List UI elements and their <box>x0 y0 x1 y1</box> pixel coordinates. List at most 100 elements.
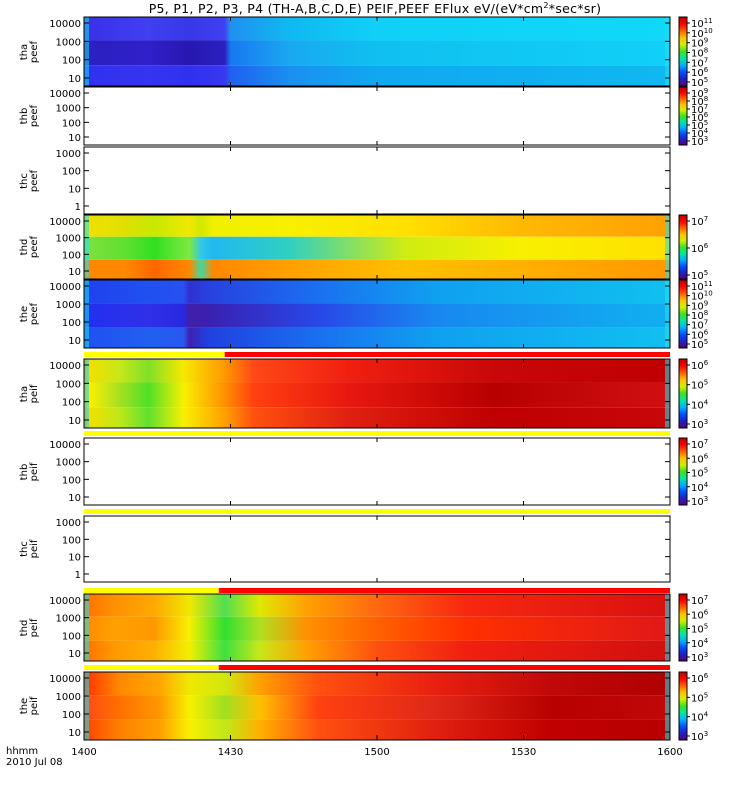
y-axis-title: the peif <box>19 686 40 726</box>
heatmap-band-high <box>84 215 670 237</box>
flag-segment-yellow <box>84 509 670 514</box>
heatmap-band-mid <box>84 40 670 66</box>
x-tick-label: 1530 <box>511 747 536 758</box>
heatmap-edge <box>84 280 89 348</box>
flag-bar <box>84 665 670 670</box>
y-tick-label: 1000 <box>56 458 81 469</box>
flag-segment-red <box>224 352 670 357</box>
colorbar-label: 107 <box>691 438 708 451</box>
y-tick-label: 100 <box>62 250 81 261</box>
colorbar-tha_peif: 103 104 105 106 <box>678 358 709 431</box>
product-label: peif <box>29 384 40 403</box>
time-unit-label: hhmm <box>6 746 39 757</box>
flag-segment-yellow <box>84 352 225 357</box>
panel-tha_peif: 10 100 1000 10000 103 104 105 106 <box>49 358 709 431</box>
heatmap-band-low <box>84 327 670 348</box>
colorbar-label: 105 <box>691 623 708 636</box>
y-tick-label: 1000 <box>56 518 81 529</box>
panel-frame <box>83 515 671 583</box>
colorbar-label: 106 <box>691 608 709 621</box>
product-label: peef <box>29 302 40 326</box>
panel-thc_peif: 1 10 100 1000 <box>56 515 671 583</box>
heatmap-band-high <box>84 359 670 383</box>
heatmap-band-high <box>84 17 670 41</box>
flag-segment-red <box>218 588 670 593</box>
y-tick-label: 10000 <box>49 674 81 685</box>
y-tick-label: 10 <box>68 267 81 278</box>
y-tick-label: 100 <box>62 535 81 546</box>
heatmap-band-low <box>84 719 670 740</box>
y-axis-title: thc peif <box>19 529 40 569</box>
y-tick-label: 10 <box>68 649 81 660</box>
heatmap-band-low <box>84 65 670 86</box>
y-tick-label: 100 <box>62 56 81 67</box>
heatmap-edge <box>84 17 89 86</box>
y-tick-label: 10000 <box>49 217 81 228</box>
colorbar-the_peif: 103 104 105 106 <box>678 671 709 743</box>
y-tick-label: 1000 <box>56 234 81 245</box>
heatmap-band-mid <box>84 382 670 408</box>
colorbar-scale <box>678 593 688 662</box>
colorbar-scale <box>678 437 688 506</box>
heatmap-band-low <box>84 640 670 661</box>
heatmap-band-low <box>84 259 670 279</box>
colorbar-label: 107 <box>691 594 708 607</box>
heatmap-band-mid <box>84 695 670 720</box>
heatmap-edge <box>84 672 89 740</box>
date-label: 2010 Jul 08 <box>6 757 63 768</box>
y-tick-label: 100 <box>62 398 81 409</box>
y-tick-label: 1 <box>75 202 81 213</box>
x-tick-label: 1400 <box>71 747 96 758</box>
colorbar-scale <box>678 214 688 280</box>
colorbar-label: 104 <box>691 637 709 650</box>
product-label: peif <box>29 539 40 559</box>
flag-bar <box>84 509 670 514</box>
product-label: peif <box>29 462 40 481</box>
panel-frame <box>83 437 671 506</box>
colorbar-label: 103 <box>691 418 708 431</box>
colorbar-scale <box>678 16 688 87</box>
panel-frame <box>83 86 671 146</box>
colorbar-label: 103 <box>691 730 708 743</box>
colorbar-label: 105 <box>691 691 708 704</box>
heatmap-edge <box>665 17 670 86</box>
y-tick-label: 1000 <box>56 300 81 311</box>
y-tick-label: 10 <box>68 493 81 504</box>
y-tick-label: 100 <box>62 318 81 329</box>
flag-segment-red <box>218 665 670 670</box>
y-tick-label: 100 <box>62 475 81 486</box>
product-label: peef <box>29 40 40 63</box>
y-tick-label: 1000 <box>56 149 81 160</box>
y-tick-label: 100 <box>62 167 81 178</box>
heatmap-band-high <box>84 672 670 696</box>
colorbar-label: 104 <box>691 481 709 494</box>
heatmap-band-mid <box>84 303 670 328</box>
panel-thc_peef: 1 10 100 1000 <box>56 146 671 215</box>
heatmap-edge <box>665 359 670 428</box>
colorbar-label: 105 <box>691 379 708 392</box>
y-tick-label: 1000 <box>56 614 81 625</box>
flag-bar <box>84 588 670 593</box>
y-axis-title: tha peif <box>19 374 40 414</box>
x-tick-label: 1500 <box>364 747 389 758</box>
y-tick-label: 100 <box>62 710 81 721</box>
heatmap-edge <box>665 672 670 740</box>
chart-title: P5, P1, P2, P3, P4 (TH-A,B,C,D,E) PEIF,P… <box>148 1 602 17</box>
colorbar-label: 106 <box>691 452 709 465</box>
colorbar-label: 103 <box>691 495 708 508</box>
y-axis-title: thc peef <box>19 161 40 201</box>
heatmap-band-high <box>84 280 670 304</box>
y-tick-label: 10 <box>68 728 81 739</box>
flag-bar <box>84 352 670 357</box>
heatmap-edge <box>665 594 670 661</box>
heatmap-edge <box>665 280 670 348</box>
y-tick-label: 10 <box>68 336 81 347</box>
y-tick-label: 10000 <box>49 361 81 372</box>
